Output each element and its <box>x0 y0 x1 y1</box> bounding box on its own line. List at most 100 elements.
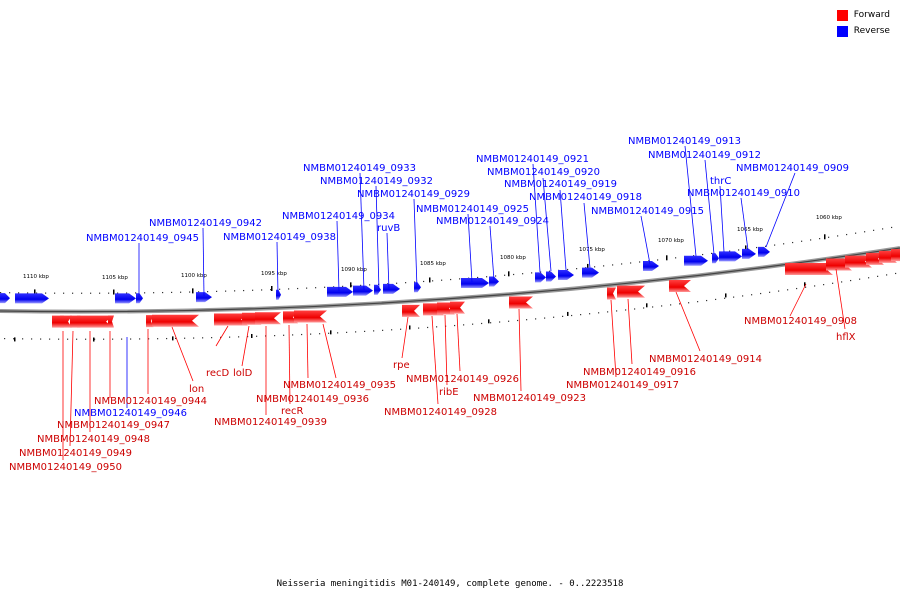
scale-dot <box>238 336 240 338</box>
scale-dot <box>139 338 141 340</box>
scale-dot <box>373 330 375 332</box>
gene-label: NMBM01240149_0919 <box>504 179 617 190</box>
gene-label: lon <box>189 384 204 395</box>
scale-tick <box>488 319 490 324</box>
scale-dot <box>454 324 456 327</box>
scale-dot <box>369 284 371 286</box>
scale-dot <box>495 275 497 277</box>
scale-dot <box>598 312 600 314</box>
gene-label: NMBM01240149_0913 <box>628 136 741 147</box>
forward-leaders <box>62 268 846 460</box>
scale-dot <box>571 314 573 317</box>
scale-dot <box>144 292 146 294</box>
scale-dot <box>207 291 209 293</box>
scale-dot <box>796 287 798 290</box>
scale-dot <box>616 310 618 312</box>
scale-tick <box>113 289 115 295</box>
scale-tick <box>271 285 273 291</box>
scale-dot <box>166 337 168 340</box>
scale-dot <box>490 322 492 324</box>
scale-dot <box>72 292 74 294</box>
scale-dot <box>450 278 452 281</box>
scale-dot <box>549 270 551 272</box>
scale-dot <box>432 280 434 282</box>
scale-dot <box>126 292 128 294</box>
scale-tick <box>804 282 806 287</box>
scale-dot <box>297 287 299 290</box>
reverse-gene-arrow <box>115 293 136 304</box>
forward-gene-arrow <box>607 287 616 300</box>
scale-tick <box>192 288 194 294</box>
forward-gene-arrow <box>294 310 327 323</box>
scale-dot <box>117 292 119 294</box>
gene-label: NMBM01240149_0939 <box>214 417 327 428</box>
scale-dot <box>153 292 155 294</box>
reverse-gene-arrow <box>276 289 281 300</box>
scale-dot <box>441 279 443 281</box>
scale-track <box>0 226 897 342</box>
gene-label: NMBM01240149_0926 <box>406 374 519 385</box>
scale-dot <box>702 253 704 256</box>
scale-dot <box>522 273 524 275</box>
scale-dot <box>634 308 636 310</box>
scale-dot <box>270 289 272 291</box>
scale-dot <box>841 281 843 283</box>
scale-dot <box>45 292 47 294</box>
reverse-gene-arrow <box>712 253 719 264</box>
gene-label: NMBM01240149_0912 <box>648 150 761 161</box>
scale-dot <box>648 260 650 262</box>
scale-dot <box>364 330 366 332</box>
scale-dot <box>148 338 150 340</box>
scale-tick <box>172 336 174 341</box>
scale-dot <box>252 289 254 291</box>
scale-dot <box>193 337 195 339</box>
scale-dot <box>810 239 812 241</box>
scale-dot <box>657 259 659 261</box>
scale-dot <box>391 329 393 331</box>
forward-gene-arrow <box>845 255 872 268</box>
reverse-gene-arrow <box>546 271 556 282</box>
gene-label: NMBM01240149_0936 <box>256 394 369 405</box>
scale-tick <box>587 263 589 269</box>
scale-dot <box>711 252 713 255</box>
gene-label: NMBM01240149_0916 <box>583 367 696 378</box>
scale-tick <box>824 234 826 240</box>
scale-dot <box>477 276 479 279</box>
scale-dot <box>823 284 825 286</box>
scale-dot <box>189 291 191 293</box>
scale-dot <box>27 292 29 294</box>
legend: Forward Reverse <box>836 8 890 40</box>
scale-dot <box>18 292 20 294</box>
scale-dot <box>679 303 681 305</box>
scale-dot <box>333 286 335 288</box>
forward-gene-arrow <box>669 280 691 293</box>
scale-label: 1110 kbp <box>23 274 49 280</box>
scale-label: 1065 kbp <box>737 227 763 233</box>
scale-dot <box>229 336 231 338</box>
scale-dot <box>418 327 420 329</box>
scale-dot <box>301 333 303 336</box>
gene-label: NMBM01240149_0925 <box>416 204 529 215</box>
gene-label: ribE <box>439 387 459 398</box>
scale-tick <box>745 245 747 251</box>
gene-label: NMBM01240149_0917 <box>566 380 679 391</box>
gene-label: NMBM01240149_0949 <box>19 448 132 459</box>
scale-dot <box>868 277 870 279</box>
scale-dot <box>481 322 483 325</box>
scale-dot <box>760 292 762 295</box>
forward-labels: NMBM01240149_0908 hflX NMBM01240149_0914… <box>9 316 857 473</box>
scale-label: 1105 kbp <box>102 275 128 281</box>
scale-dot <box>499 321 501 323</box>
gene-label: NMBM01240149_0944 <box>94 396 207 407</box>
scale-dot <box>882 228 884 230</box>
scale-dot <box>850 279 852 282</box>
gene-label: thrC <box>710 176 731 187</box>
scale-dot <box>621 263 623 265</box>
scale-tick <box>666 255 668 261</box>
scale-dot <box>342 285 344 287</box>
scale-dot <box>639 261 641 263</box>
gene-label: NMBM01240149_0942 <box>149 218 262 229</box>
scale-dot <box>832 282 834 284</box>
reverse-gene-arrow <box>196 292 212 303</box>
scale-dot <box>765 245 767 247</box>
